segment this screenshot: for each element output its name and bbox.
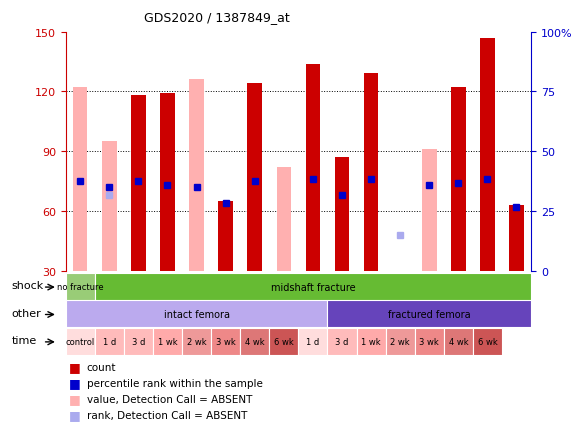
Text: percentile rank within the sample: percentile rank within the sample [87,378,263,388]
Text: ■: ■ [69,376,81,389]
Bar [66,273,95,300]
Text: fractured femora: fractured femora [388,309,471,319]
Bar [444,328,473,355]
Text: 1 d: 1 d [103,337,116,346]
Bar [66,301,327,328]
Bar [509,206,524,271]
Bar [298,328,327,355]
Text: GDS2020 / 1387849_at: GDS2020 / 1387849_at [144,11,290,24]
Text: 6 wk: 6 wk [274,337,293,346]
Bar [327,301,531,328]
Bar [95,328,124,355]
Text: 4 wk: 4 wk [245,337,264,346]
Text: 1 wk: 1 wk [158,337,177,346]
Bar [480,39,494,271]
Bar [189,80,204,271]
Text: 6 wk: 6 wk [477,337,497,346]
Bar [102,142,116,271]
Bar [218,202,233,271]
Text: control: control [66,337,95,346]
Text: value, Detection Call = ABSENT: value, Detection Call = ABSENT [87,394,252,404]
Text: 3 d: 3 d [132,337,145,346]
Bar [73,88,87,271]
Text: rank, Detection Call = ABSENT: rank, Detection Call = ABSENT [87,410,247,420]
Text: 3 wk: 3 wk [419,337,439,346]
Bar [473,328,502,355]
Bar [385,328,415,355]
Bar [335,158,349,271]
Bar [422,150,436,271]
Text: ■: ■ [69,392,81,405]
Bar [305,64,320,271]
Text: ■: ■ [69,408,81,421]
Text: intact femora: intact femora [163,309,230,319]
Text: 3 wk: 3 wk [216,337,235,346]
Bar [327,328,356,355]
Bar [182,328,211,355]
Bar [160,94,175,271]
Bar [240,328,270,355]
Text: 1 wk: 1 wk [361,337,381,346]
Bar [131,96,146,271]
Text: 4 wk: 4 wk [448,337,468,346]
Bar [211,328,240,355]
Text: 2 wk: 2 wk [187,337,206,346]
Bar [124,328,153,355]
Text: count: count [87,362,116,372]
Text: 2 wk: 2 wk [391,337,410,346]
Bar [66,328,95,355]
Text: ■: ■ [69,360,81,373]
Bar [153,328,182,355]
Bar [451,88,465,271]
Text: no fracture: no fracture [57,283,103,291]
Text: shock: shock [11,280,43,290]
Bar [270,328,298,355]
Text: 3 d: 3 d [335,337,349,346]
Bar [356,328,385,355]
Bar [415,328,444,355]
Text: time: time [11,335,37,345]
Text: other: other [11,308,41,318]
Bar [247,84,262,271]
Bar [364,74,379,271]
Text: midshaft fracture: midshaft fracture [271,282,355,292]
Text: 1 d: 1 d [306,337,320,346]
Bar [276,168,291,271]
